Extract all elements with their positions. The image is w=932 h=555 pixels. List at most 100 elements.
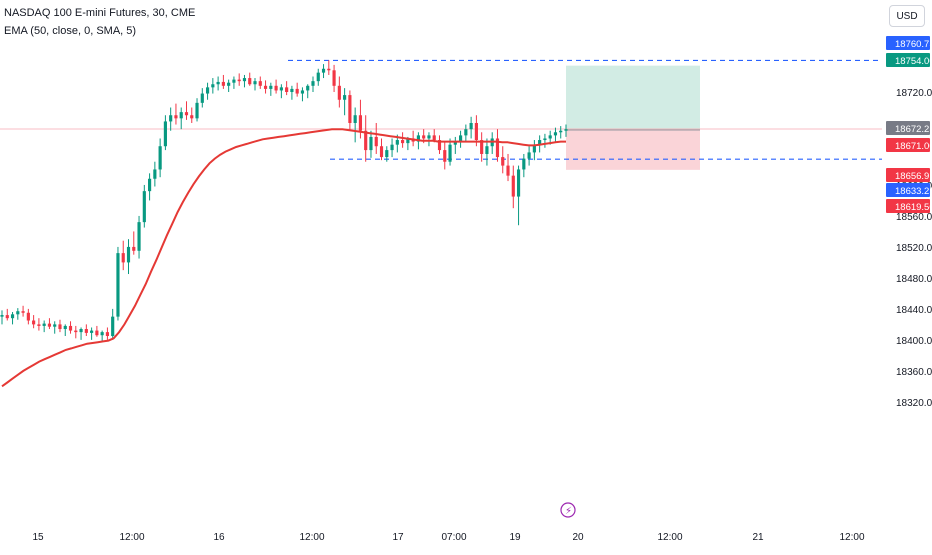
- price-label-text: 18672.25: [895, 124, 932, 135]
- candle-body: [443, 150, 447, 162]
- candle-body: [258, 81, 262, 86]
- x-tick-label: 16: [213, 532, 225, 543]
- candle-body: [332, 70, 336, 86]
- candle-body: [68, 325, 73, 331]
- x-tick-label: 12:00: [657, 532, 682, 543]
- candle-body: [42, 323, 46, 326]
- candle-body: [506, 165, 510, 176]
- price-label-box: [886, 168, 930, 182]
- price-label-text: 09:27: [895, 154, 919, 165]
- candle-body: [184, 112, 189, 116]
- candle-body: [385, 150, 389, 158]
- candle-body: [300, 90, 305, 94]
- candle-body: [279, 87, 283, 91]
- candle-body: [90, 330, 94, 333]
- candle-body: [564, 129, 568, 131]
- lightning-event-icon: [560, 502, 576, 518]
- price-label-box: [886, 138, 930, 152]
- candle-body: [174, 115, 178, 119]
- candle-body: [21, 311, 25, 313]
- candle-body: [248, 78, 252, 85]
- x-tick-label: 21: [752, 532, 764, 543]
- candle-body: [163, 121, 167, 147]
- x-tick-label: 12:00: [839, 532, 864, 543]
- candle-body: [321, 68, 326, 73]
- candle-body: [242, 78, 247, 82]
- candle-body: [232, 79, 236, 83]
- y-tick-label: 18520.00: [896, 243, 932, 254]
- candle-body: [142, 191, 146, 223]
- price-label-box: [886, 53, 930, 67]
- candle-body: [469, 122, 473, 130]
- y-tick-label: 18480.00: [896, 274, 932, 285]
- candle-body: [390, 144, 394, 151]
- candle-body: [32, 320, 36, 325]
- candle-body: [532, 144, 536, 153]
- candle-body: [348, 95, 352, 123]
- candle-body: [237, 79, 241, 82]
- candle-body: [527, 152, 531, 159]
- candle-body: [190, 115, 194, 119]
- y-tick-label: 18720.00: [896, 88, 932, 99]
- candle-body: [516, 169, 521, 197]
- candle-body: [53, 324, 57, 327]
- price-label-text: 18754.00: [895, 56, 932, 67]
- candle-body: [464, 129, 468, 136]
- candle-body: [358, 115, 363, 131]
- lightning-icon: ⚡: [565, 506, 572, 517]
- candle-body: [285, 87, 289, 92]
- candle-body: [422, 135, 426, 139]
- candle-body: [126, 246, 131, 263]
- candle-body: [84, 329, 88, 333]
- candle-body: [121, 253, 125, 263]
- candle-body: [211, 84, 215, 88]
- candle-body: [263, 85, 268, 89]
- candle-body: [58, 324, 62, 330]
- candle-body: [522, 158, 526, 170]
- candle-body: [427, 135, 431, 139]
- candle-body: [195, 102, 199, 119]
- candle-body: [253, 81, 257, 85]
- candle-body: [437, 140, 442, 151]
- candle-body: [416, 135, 420, 142]
- y-tick-label: 18440.00: [896, 305, 932, 316]
- candle-body: [448, 144, 452, 162]
- candle-body: [153, 169, 157, 179]
- candle-body: [432, 135, 436, 141]
- candle-body: [306, 85, 310, 91]
- candle-body: [132, 246, 136, 251]
- y-tick-label: 18560.00: [896, 212, 932, 223]
- price-label-text: 18656.91: [895, 171, 932, 182]
- candle-body: [10, 314, 15, 319]
- target-zone: [566, 65, 700, 130]
- candle-body: [343, 95, 347, 100]
- y-tick-label: 18360.00: [896, 367, 932, 378]
- candle-body: [0, 315, 4, 317]
- candle-body: [148, 178, 152, 192]
- x-tick-label: 19: [509, 532, 521, 543]
- candle-body: [227, 82, 231, 86]
- candle-body: [453, 141, 457, 145]
- candle-body: [200, 93, 204, 103]
- candle-body: [369, 136, 373, 151]
- symbol-title: NASDAQ 100 E-mini Futures, 30, CME: [4, 7, 196, 19]
- x-tick-label: 07:00: [441, 532, 466, 543]
- candle-body: [511, 175, 515, 197]
- candle-body: [290, 88, 294, 92]
- price-label-text: 18671.00: [895, 141, 932, 152]
- candle-body: [105, 332, 110, 336]
- price-label-box: [886, 199, 930, 213]
- indicator-legend: EMA (50, close, 0, SMA, 5): [4, 25, 137, 37]
- price-label-box: [886, 183, 930, 197]
- candle-body: [137, 222, 141, 251]
- currency-button[interactable]: USD: [889, 5, 925, 27]
- candle-body: [316, 72, 320, 82]
- candle-body: [406, 138, 410, 144]
- candle-body: [401, 140, 405, 144]
- candle-body: [274, 85, 278, 91]
- candle-body: [395, 140, 399, 145]
- candle-body: [216, 81, 220, 85]
- candle-body: [480, 140, 484, 154]
